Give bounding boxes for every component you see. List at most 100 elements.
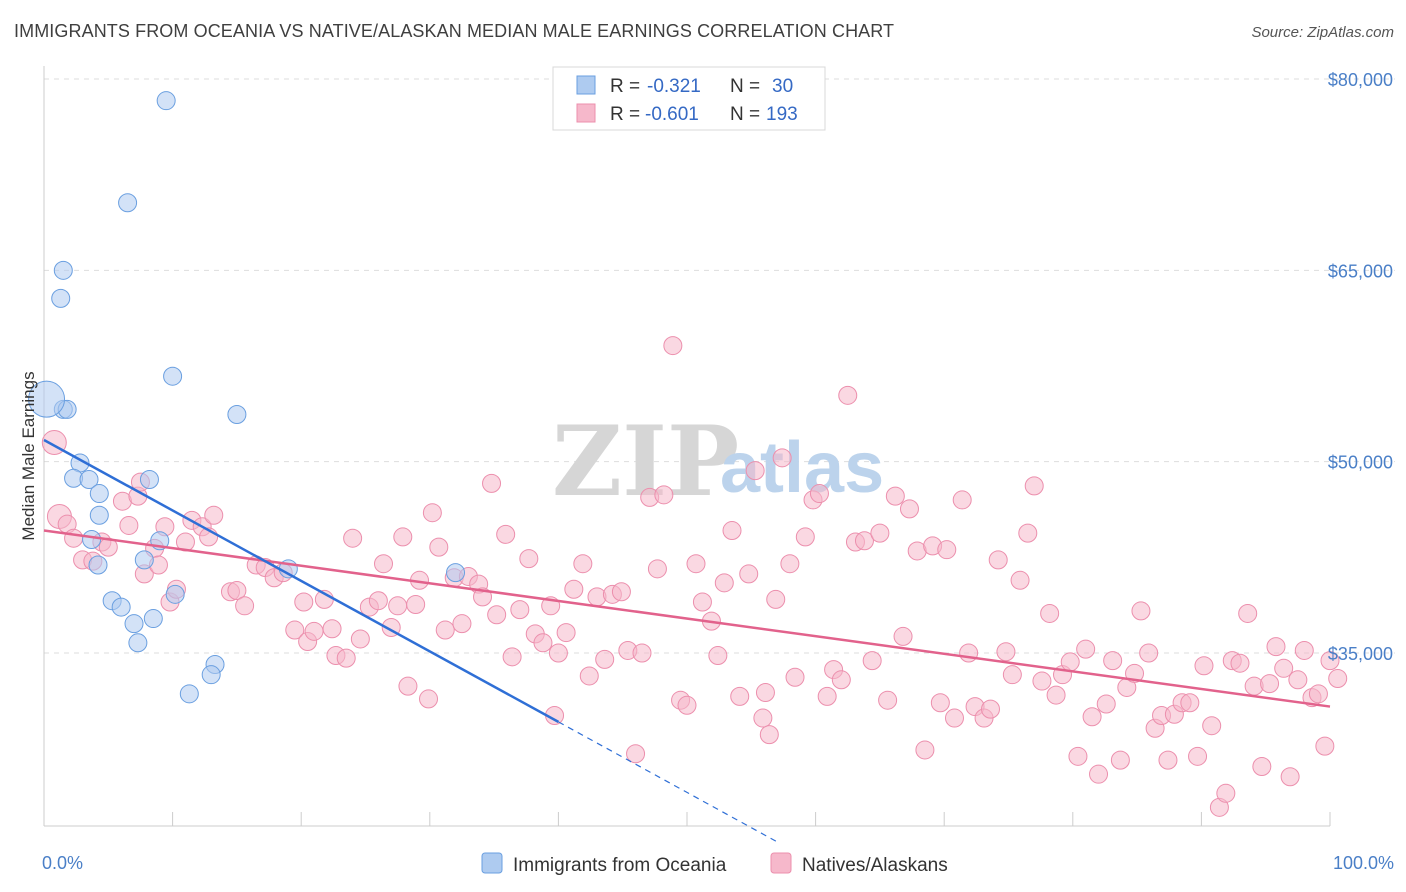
point-oceania [51,288,71,308]
point-natives [663,336,683,356]
point-natives [686,554,706,574]
point-natives [1194,656,1214,676]
point-natives [988,550,1008,570]
point-natives [817,686,837,706]
point-natives [406,595,426,615]
legend-r-value-2: -0.601 [645,104,699,125]
point-natives [204,505,224,525]
point-natives [393,527,413,547]
point-natives [227,580,247,600]
point-natives [878,690,898,710]
point-natives [398,676,418,696]
point-natives [831,670,851,690]
point-natives [595,649,615,669]
point-natives [487,605,507,625]
point-natives [854,531,874,551]
point-natives [632,643,652,663]
point-natives [759,725,779,745]
point-natives [692,592,712,612]
point-oceania [118,193,138,213]
point-natives [714,573,734,593]
y-tick-label: $80,000 [1328,70,1393,90]
point-natives [1125,663,1145,683]
point-natives [677,695,697,715]
point-natives [388,596,408,616]
point-natives [766,589,786,609]
point-oceania [143,609,163,629]
legend-r-label-2: R = [610,104,640,125]
point-natives [322,619,342,639]
point-oceania [163,366,183,386]
point-natives [519,549,539,569]
grid-lines [44,78,1395,654]
chart-title: IMMIGRANTS FROM OCEANIA VS NATIVE/ALASKA… [14,21,895,41]
point-natives [1158,750,1178,770]
watermark: ZIP atlas [552,405,884,518]
point-natives [893,626,913,646]
point-natives [533,633,553,653]
legend-swatch-natives [576,103,596,123]
y-tick-label: $65,000 [1328,261,1393,281]
point-oceania [446,563,466,583]
point-oceania [111,597,131,617]
stats-legend: R = -0.321 N = 30 R = -0.601 N = 193 [552,66,826,131]
point-natives [899,499,919,519]
data-points [28,91,1348,817]
point-natives [838,385,858,405]
point-natives [1018,523,1038,543]
point-natives [930,693,950,713]
point-natives [1103,651,1123,671]
point-oceania [156,91,176,111]
point-natives [915,740,935,760]
legend-n-value-1: 30 [772,76,793,97]
point-natives [996,642,1016,662]
point-natives [343,528,363,548]
point-natives [548,643,568,663]
point-natives [429,537,449,557]
point-oceania [128,633,148,653]
point-natives [419,689,439,709]
point-oceania [227,404,247,424]
point-natives [1032,671,1052,691]
trend-line-oceania-extrapolated [558,721,778,843]
point-natives [304,621,324,641]
point-natives [1188,746,1208,766]
point-natives [510,600,530,620]
point-natives [1252,757,1272,777]
point-natives [809,484,829,504]
series-swatch-natives [770,852,792,874]
point-natives [482,473,502,493]
point-natives [64,528,84,548]
point-natives [722,521,742,541]
point-natives [937,540,957,560]
series-swatch-oceania [481,852,503,874]
point-oceania [124,614,144,634]
point-natives [1002,665,1022,685]
point-natives [350,629,370,649]
point-natives [1202,716,1222,736]
point-natives [772,448,792,468]
point-natives [980,699,1000,719]
point-natives [119,515,139,535]
point-natives [1280,767,1300,787]
watermark-atlas: atlas [720,428,884,508]
point-natives [1010,570,1030,590]
point-natives [862,651,882,671]
legend-r-label-1: R = [610,76,640,97]
point-oceania [165,584,185,604]
point-natives [1046,685,1066,705]
point-oceania [139,470,159,490]
point-natives [1288,670,1308,690]
point-natives [795,527,815,547]
legend-n-label-1: N = [730,76,760,97]
legend-r-value-1: -0.321 [647,76,701,97]
point-natives [556,623,576,643]
point-oceania [179,684,199,704]
point-natives [885,486,905,506]
point-natives [870,523,890,543]
point-natives [452,614,472,634]
point-natives [1180,693,1200,713]
tick-labels: $35,000 $50,000 $65,000 $80,000 0.0% 100.0% [42,70,1394,873]
point-natives [1294,640,1314,660]
point-natives [730,686,750,706]
